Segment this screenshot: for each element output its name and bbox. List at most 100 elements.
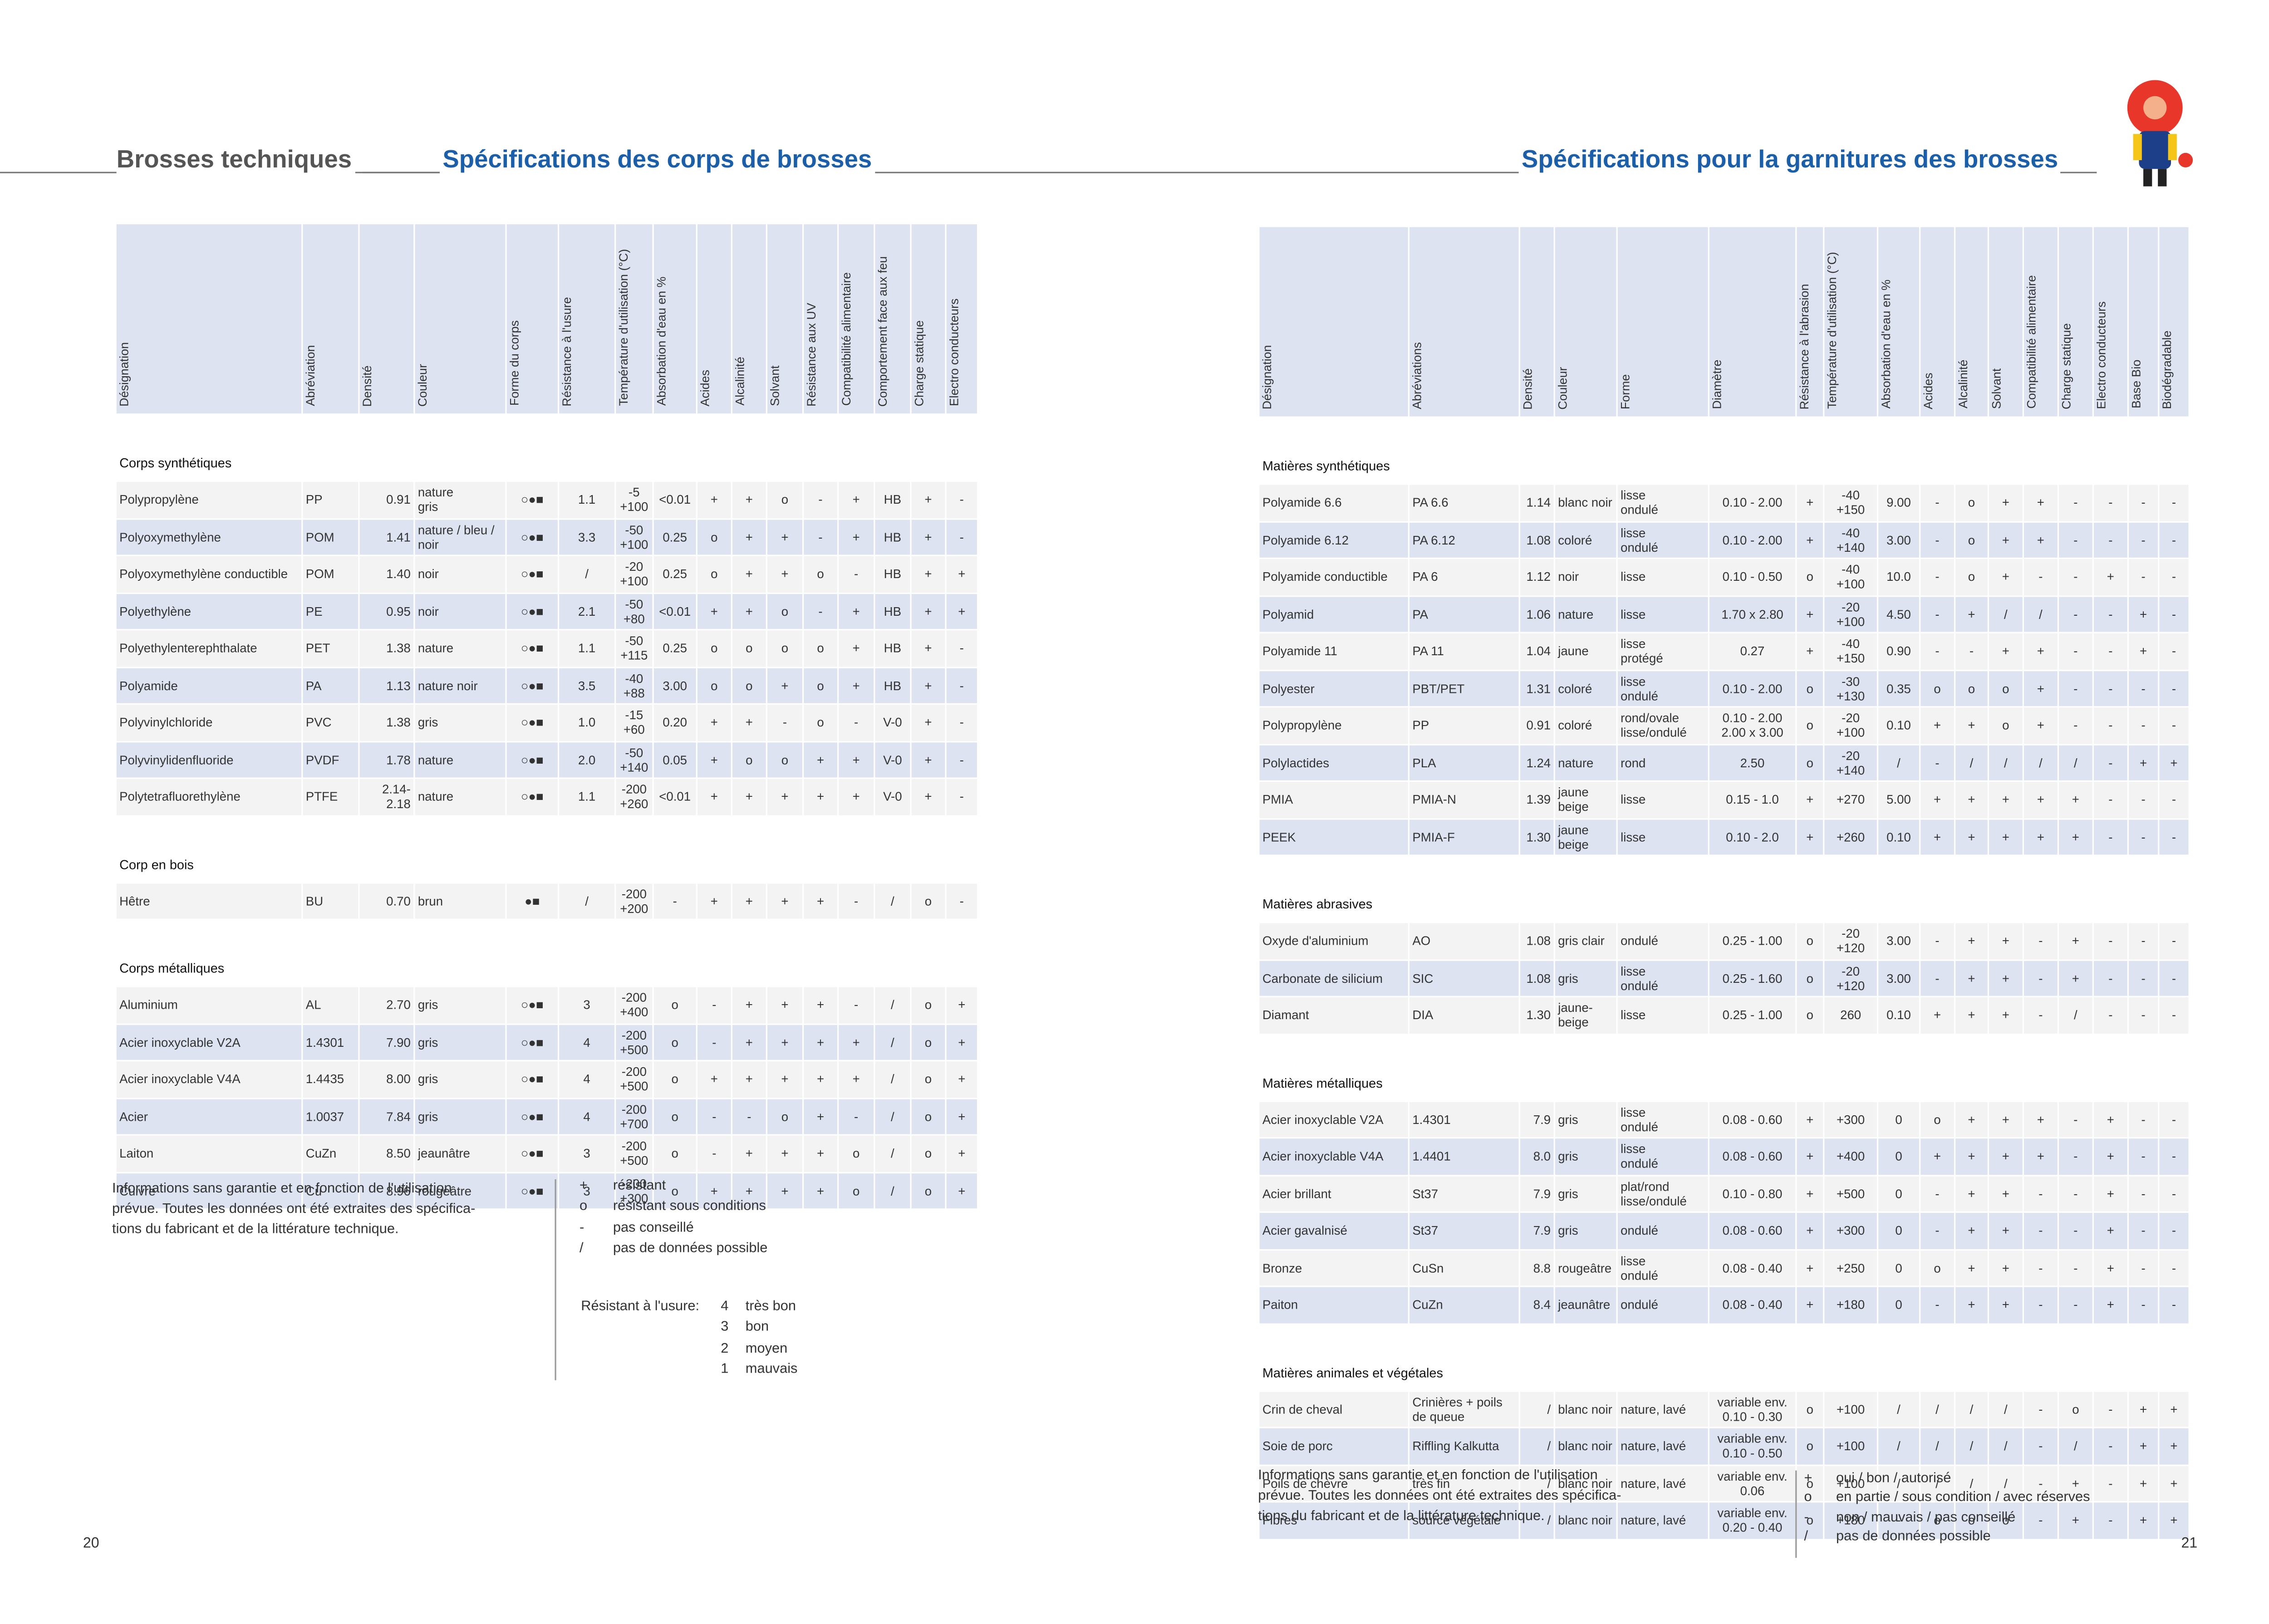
cell: 0.10 - 2.00 [1708,483,1797,522]
cell: gris clair [1553,922,1618,961]
cell: - [2158,817,2190,856]
data-row: Bronze CuSn 8.8 rougeâtre lisse ondulé 0.08 -… [1258,1248,2190,1287]
legend-text: non / mauvais / pas conseillé [1836,1509,2016,1526]
cell: / [557,554,616,594]
header-rule [0,172,2097,173]
cell: - [1919,1211,1956,1250]
cell: o [652,986,697,1025]
cell: / [874,1134,912,1173]
cell: PLA [1408,743,1520,782]
cell: 3.00 [652,666,697,705]
cell: + [731,517,767,556]
cell: gris [1553,1137,1618,1176]
column-header: Absorbation d'eau en % [1876,226,1921,418]
legend-rule [1795,1470,1797,1558]
cell: noir [413,592,507,631]
cell: 3 [557,986,616,1025]
cell: + [1795,1174,1825,1213]
cell: / [2057,743,2094,782]
data-row: Acier 1.0037 7.84 gris ○●■ 4 -200 +700 o - - o + - / o… [115,1097,979,1136]
cell: 0.35 [1876,669,1921,708]
data-row: Aluminium AL 2.70 gris ○●■ 3 -200 +400 o - + + + - / o… [115,986,979,1025]
cell: Poils de chèvre [1258,1464,1410,1503]
cell: 0.25 [652,554,697,594]
cell: Laiton [115,1134,303,1173]
legend-symbol: o [1804,1490,1812,1506]
cell: -20 +100 [1823,594,1879,633]
cell: + [2158,1427,2190,1466]
column-header: Désignation [115,222,303,415]
cell: Polypropylène [115,480,303,519]
cell: 1.12 [1518,557,1555,596]
cell: / [2022,594,2059,633]
cell: +500 [1823,1174,1879,1213]
cell: + [945,1134,979,1173]
cell: + [766,1171,804,1210]
cell: o [731,740,767,779]
cell: nature, lavé [1616,1501,1709,1540]
data-row: Polyamide 11 PA 11 1.04 jaune lisse protégé 0… [1258,632,2190,671]
cell: ○●■ [505,1097,560,1136]
column-label: Charge statique [911,320,926,407]
cell: + [1987,1174,2024,1213]
cell: 1.14 [1518,483,1555,522]
cell: 2.1 [557,592,616,631]
cell: PVDF [301,740,360,779]
cell: ondulé [1616,1211,1709,1250]
cell: gris [1553,958,1618,997]
cell: + [2092,1137,2129,1176]
cell: 1.1 [557,777,616,816]
cell: -40 +150 [1823,483,1879,522]
cell: PTFE [301,777,360,816]
cell: 0.27 [1708,632,1797,671]
legend-symbol: - [1804,1509,1809,1526]
cell: Polyethylène [115,592,303,631]
cell: 0.10 - 2.00 2.00 x 3.00 [1708,706,1797,745]
section-row: Corp en bois [115,814,979,883]
column-header: Base Bio [2127,226,2160,418]
data-row: Polyamide 6.6 PA 6.6 1.14 blanc noir lisse o… [1258,483,2190,522]
cell: - [2092,1464,2129,1503]
cell: -200 +500 [614,1023,654,1062]
wear-value: 1 [721,1361,729,1377]
cell: + [731,1060,767,1099]
cell: Polyoxymethylène [115,517,303,556]
cell: lisse [1616,996,1709,1035]
cell: + [731,881,767,920]
cell: / [1518,1501,1555,1540]
cell: + [2092,1248,2129,1287]
cell: + [696,592,732,631]
header-row: Désignation Abréviation Densité Couleur Form… [115,222,979,415]
legend-text: résistant [613,1178,666,1194]
cell: - [2158,922,2190,961]
data-row: Hêtre BU 0.70 brun ●■ / -200 +200- + + + + - / o - [115,881,979,920]
cell: 1.40 [358,554,415,594]
cell: + [1954,594,1989,633]
cell: - [2127,1137,2160,1176]
cell: 3.5 [557,666,616,705]
cell: + [837,517,875,556]
cell: lisse [1616,780,1709,819]
cell: gris [1553,1174,1618,1213]
cell: ondulé [1616,1285,1709,1325]
cell: o [1919,1501,1956,1540]
cell: 0.10 - 0.80 [1708,1174,1797,1213]
cell: 8.8 [1518,1248,1555,1287]
cell: o [802,703,839,742]
column-header: Couleur [413,222,507,415]
cell: o [1795,743,1825,782]
cell: o [1795,922,1825,961]
section-row: Matières animales et végétales [1258,1323,2190,1391]
cell: + [802,1060,839,1099]
cell: Cuivre [115,1171,303,1210]
cell: / [1987,1427,2024,1466]
cell: HB [874,517,912,556]
cell: +270 [1823,780,1879,819]
data-row: Poils de chèvre très fin / blanc noir nature… [1258,1464,2190,1503]
cell: + [1795,520,1825,559]
cell: 7.9 [1518,1211,1555,1250]
cell: + [802,740,839,779]
cell: + [1987,1100,2024,1139]
column-label: Résistance à l'abrasion [1797,283,1812,409]
cell: Polyamide 6.12 [1258,520,1410,559]
